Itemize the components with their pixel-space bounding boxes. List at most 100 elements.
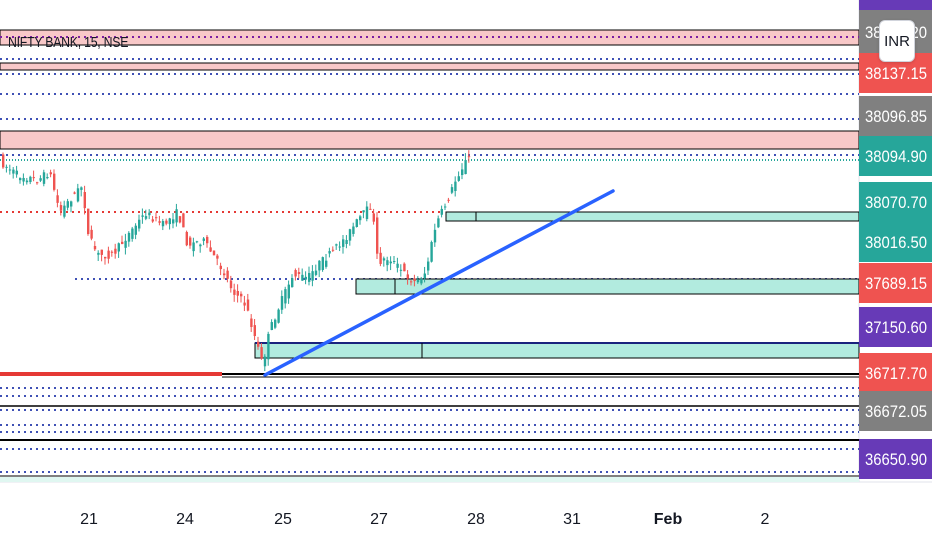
- candle: [12, 169, 15, 174]
- candle: [233, 289, 236, 295]
- candle: [199, 244, 202, 247]
- candle: [114, 248, 117, 254]
- candle: [127, 232, 131, 242]
- candle: [165, 220, 168, 224]
- candle: [8, 169, 12, 171]
- candle: [318, 260, 321, 271]
- candle: [464, 160, 467, 175]
- candle: [134, 225, 137, 235]
- candle: [467, 156, 471, 158]
- candle: [32, 177, 35, 179]
- candle: [246, 299, 250, 311]
- candle: [403, 263, 406, 272]
- candle: [355, 219, 358, 227]
- candle: [345, 240, 348, 245]
- candle: [73, 192, 76, 194]
- candle: [202, 238, 205, 241]
- candle: [223, 273, 226, 276]
- candle: [53, 173, 56, 190]
- candle: [253, 325, 256, 337]
- candle: [141, 215, 144, 217]
- candle: [362, 210, 365, 213]
- price-label-box: [859, 439, 932, 479]
- candle: [189, 237, 192, 246]
- candle: [240, 293, 243, 297]
- candle: [257, 341, 260, 347]
- candle: [25, 180, 29, 183]
- candle: [348, 229, 352, 241]
- candle: [301, 274, 304, 281]
- candle: [172, 219, 175, 224]
- candle: [379, 252, 382, 264]
- candle: [304, 276, 307, 280]
- candle: [365, 206, 369, 220]
- candle: [226, 270, 229, 279]
- candle: [46, 176, 49, 179]
- candle: [90, 229, 93, 239]
- candle: [267, 333, 270, 360]
- symbol-title[interactable]: NIFTY BANK, 15, NSE: [8, 34, 129, 51]
- candles: [2, 150, 471, 372]
- candle: [219, 265, 222, 270]
- candle: [124, 240, 127, 248]
- candle: [331, 249, 335, 251]
- candle: [131, 228, 134, 239]
- price-label: 38070.70: [865, 193, 927, 212]
- candle: [338, 246, 341, 248]
- candle: [260, 347, 263, 359]
- price-label-box: [859, 353, 932, 393]
- currency-button[interactable]: INR: [879, 20, 915, 62]
- candle: [229, 280, 233, 289]
- candle: [430, 242, 433, 262]
- candle: [294, 270, 297, 277]
- candle: [461, 169, 464, 176]
- support-zone: [445, 211, 860, 222]
- price-label: 37150.60: [865, 318, 927, 337]
- candle: [56, 195, 59, 203]
- candle: [36, 182, 39, 184]
- price-label-box: [859, 391, 932, 431]
- time-tick-label: 21: [80, 511, 98, 528]
- candle: [121, 241, 124, 244]
- trend-line: [263, 189, 615, 377]
- price-label-box: [859, 0, 932, 10]
- candle: [192, 242, 195, 252]
- candle: [250, 318, 253, 328]
- candle: [158, 221, 161, 223]
- candle: [270, 322, 273, 331]
- time-tick-label: 2: [761, 511, 770, 528]
- price-label: 38137.15: [865, 64, 927, 83]
- candle: [39, 178, 42, 181]
- candle: [335, 244, 338, 246]
- candle: [372, 213, 375, 222]
- candle: [209, 247, 212, 252]
- candle: [29, 176, 32, 183]
- candle: [423, 273, 426, 279]
- candle: [297, 272, 301, 275]
- candle: [454, 181, 457, 192]
- candle: [420, 279, 423, 284]
- candle: [359, 216, 362, 221]
- candle: [182, 213, 185, 228]
- candle: [413, 278, 416, 282]
- candle: [212, 250, 216, 256]
- resistance-zone: [0, 130, 860, 150]
- candle: [138, 219, 141, 229]
- candle: [342, 239, 345, 247]
- resistance-zone: [0, 62, 860, 71]
- candle: [450, 187, 454, 193]
- candle: [144, 216, 148, 219]
- price-label: 38096.85: [865, 107, 927, 126]
- candle: [2, 154, 5, 168]
- candle: [70, 201, 73, 207]
- time-tick-label: 28: [467, 511, 485, 528]
- candle: [97, 252, 100, 255]
- price-label-box: [859, 182, 932, 222]
- support-zone: [254, 342, 860, 359]
- price-label-box: [859, 307, 932, 347]
- candle: [280, 296, 284, 310]
- candle: [386, 260, 389, 266]
- candle: [59, 205, 63, 211]
